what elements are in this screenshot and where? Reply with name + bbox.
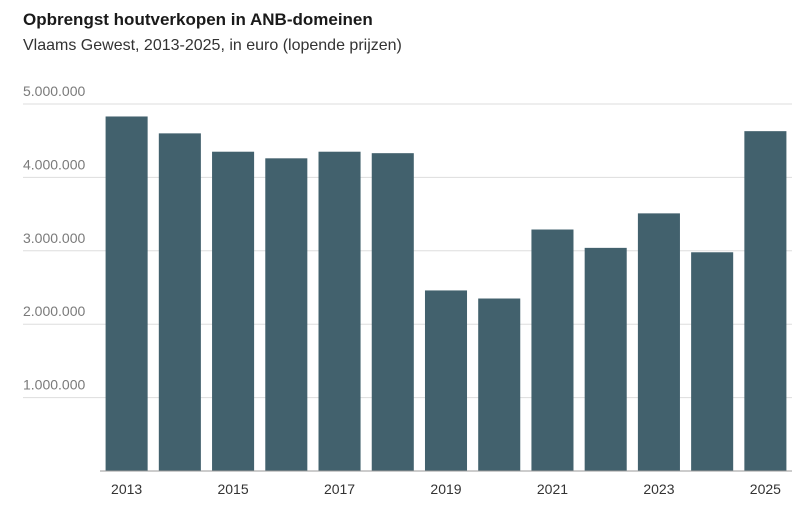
bar-2021 xyxy=(531,229,574,471)
bar-2016 xyxy=(265,158,308,472)
bars xyxy=(105,116,787,472)
x-tick-label: 2025 xyxy=(750,481,781,497)
x-tick-label: 2023 xyxy=(643,481,674,497)
y-tick-label: 4.000.000 xyxy=(23,156,85,172)
y-tick-label: 2.000.000 xyxy=(23,303,85,319)
bar-2025 xyxy=(744,131,787,471)
bar-2020 xyxy=(478,298,521,471)
bar-2022 xyxy=(584,247,627,471)
x-axis-tick-labels: 2013 2015 2017 2019 2021 2023 2025 xyxy=(111,481,781,497)
chart-subtitle: Vlaams Gewest, 2013-2025, in euro (lopen… xyxy=(23,37,402,54)
x-tick-label: 2019 xyxy=(430,481,461,497)
y-tick-label: 3.000.000 xyxy=(23,230,85,246)
y-axis-tick-labels: 1.000.000 2.000.000 3.000.000 4.000.000 5.00… xyxy=(23,83,85,393)
bar-2019 xyxy=(424,290,468,471)
x-tick-label: 2021 xyxy=(537,481,568,497)
bar-2017 xyxy=(318,151,361,471)
bar-2013 xyxy=(105,116,148,471)
x-tick-label: 2017 xyxy=(324,481,355,497)
x-tick-label: 2013 xyxy=(111,481,142,497)
bar-2015 xyxy=(212,151,255,471)
bar-2023 xyxy=(637,213,680,471)
x-tick-label: 2015 xyxy=(217,481,248,497)
y-tick-label: 5.000.000 xyxy=(23,83,85,99)
bar-2024 xyxy=(691,252,734,471)
bar-2014 xyxy=(158,133,201,472)
chart-title: Opbrengst houtverkopen in ANB-domeinen xyxy=(23,10,373,29)
bar-2018 xyxy=(371,153,414,472)
y-tick-label: 1.000.000 xyxy=(23,377,85,393)
